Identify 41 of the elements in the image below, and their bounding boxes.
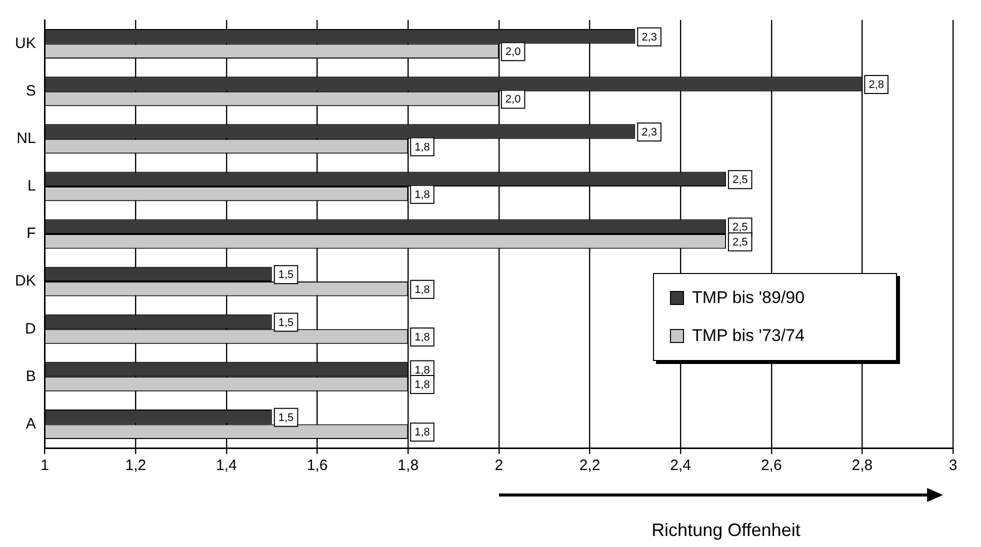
- x-tick-label: 1,4: [216, 457, 237, 474]
- data-label: 1,8: [414, 141, 430, 154]
- data-label: 1,8: [414, 379, 430, 392]
- x-tick-label: 2,4: [670, 457, 691, 474]
- x-tick-label: 1,8: [398, 457, 419, 474]
- y-tick-label: F: [26, 225, 36, 242]
- data-label: 2,3: [642, 126, 657, 139]
- data-label: 1,5: [278, 269, 294, 282]
- y-tick-label: UK: [14, 34, 36, 52]
- y-tick-label: A: [26, 415, 36, 432]
- data-label: 1,8: [414, 364, 430, 376]
- data-label: 2,0: [505, 94, 521, 106]
- data-label: 1,8: [414, 332, 430, 344]
- data-label: 2,5: [732, 174, 748, 186]
- data-label: 2,5: [732, 222, 748, 234]
- data-label: 2,5: [732, 236, 748, 248]
- x-tick-label: 2,8: [852, 457, 873, 474]
- data-label: 1,5: [278, 412, 294, 424]
- x-tick-label: 2: [494, 457, 504, 474]
- y-tick-label: DK: [14, 272, 36, 290]
- y-tick-label: NL: [16, 130, 36, 148]
- data-label: 2,3: [642, 31, 657, 44]
- y-tick-label: B: [26, 368, 36, 385]
- data-label: 1,8: [414, 426, 430, 439]
- data-label: 1,8: [414, 188, 430, 201]
- y-tick-label: D: [24, 320, 36, 338]
- data-label: 2,0: [505, 46, 521, 58]
- legend-label: TMP bis '89/90: [692, 288, 805, 308]
- data-label: 2,8: [868, 78, 884, 91]
- x-tick-label: 3: [948, 457, 958, 474]
- x-tick-label: 1: [40, 457, 50, 474]
- x-axis-title: Richtung Offenheit: [650, 520, 802, 541]
- data-label: 1,5: [278, 316, 294, 329]
- y-tick-label: S: [26, 82, 36, 100]
- y-tick-label: L: [27, 178, 36, 195]
- x-tick-label: 1,2: [125, 457, 146, 474]
- x-tick-label: 2,2: [579, 457, 600, 474]
- x-tick-label: 2,6: [760, 457, 782, 474]
- legend-label: TMP bis '73/74: [692, 326, 805, 346]
- data-label: 1,8: [414, 284, 430, 296]
- x-tick-label: 1,6: [306, 457, 328, 474]
